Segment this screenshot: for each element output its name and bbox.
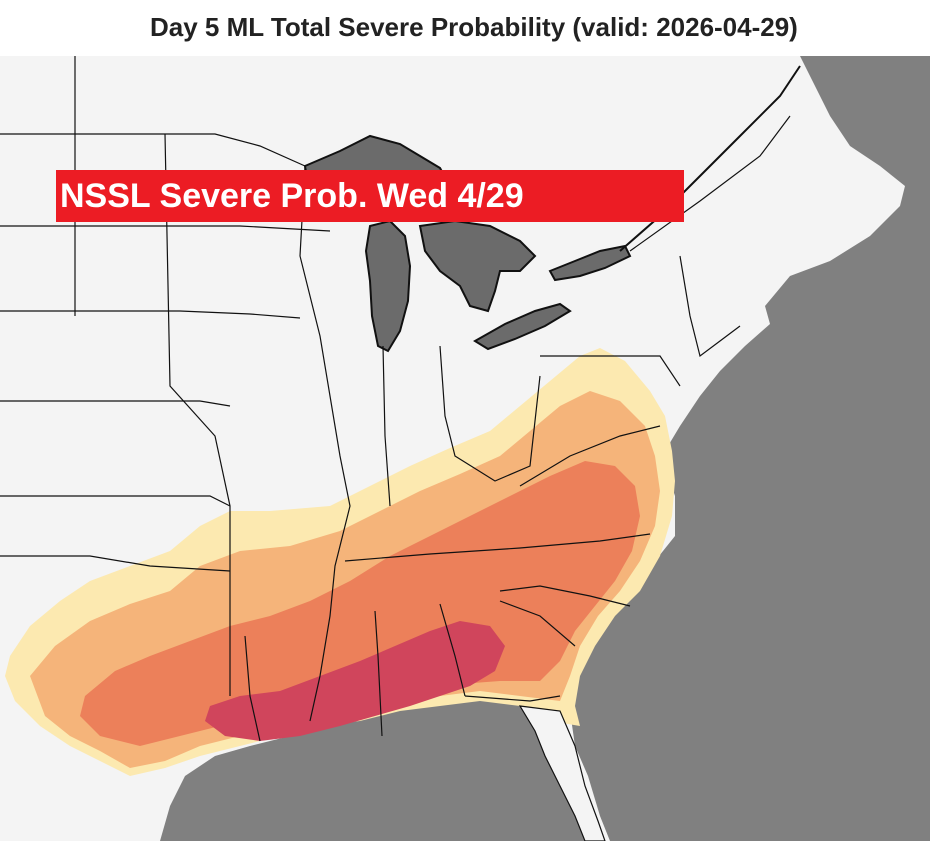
- forecast-badge: NSSL Severe Prob. Wed 4/29: [56, 170, 684, 222]
- state-line-carolinas: [499, 585, 631, 607]
- state-line-louisiana: [244, 635, 261, 742]
- canada-border-east: [629, 115, 791, 252]
- state-line-georgia-carolina: [499, 600, 576, 647]
- state-line-kansas: [0, 400, 231, 407]
- florida-peninsula: [518, 705, 606, 841]
- state-line-kentucky-tennessee: [344, 533, 651, 562]
- probability-45pct-area: [205, 621, 505, 741]
- state-line-pennsylvania: [540, 355, 681, 387]
- map-title: Day 5 ML Total Severe Probability (valid…: [150, 12, 798, 42]
- lake-michigan: [364, 219, 412, 353]
- probability-30pct-area: [80, 461, 640, 746]
- gulf-of-mexico: [160, 696, 600, 841]
- state-line-alabama-mississippi: [374, 610, 383, 737]
- state-line-alabama-georgia: [439, 603, 466, 697]
- state-line-oklahoma: [0, 495, 231, 507]
- lake-huron: [418, 219, 537, 313]
- state-line-texas-red-river: [0, 555, 231, 572]
- state-line-ohio: [439, 345, 541, 482]
- state-line-illinois-indiana: [382, 345, 391, 507]
- forecast-badge-text: NSSL Severe Prob. Wed 4/29: [60, 177, 524, 215]
- canada-border: [0, 133, 306, 167]
- state-line-new-england: [679, 255, 741, 358]
- state-line-mississippi: [299, 165, 351, 722]
- state-line-florida: [464, 695, 561, 702]
- state-line-virginia: [519, 425, 661, 487]
- state-line-vertical-2: [164, 133, 231, 696]
- lake-erie: [473, 302, 572, 351]
- state-line-north-plains: [0, 225, 331, 232]
- state-line-central-plains: [0, 310, 301, 319]
- lake-ontario: [548, 244, 632, 282]
- atlantic-ocean: [562, 56, 930, 841]
